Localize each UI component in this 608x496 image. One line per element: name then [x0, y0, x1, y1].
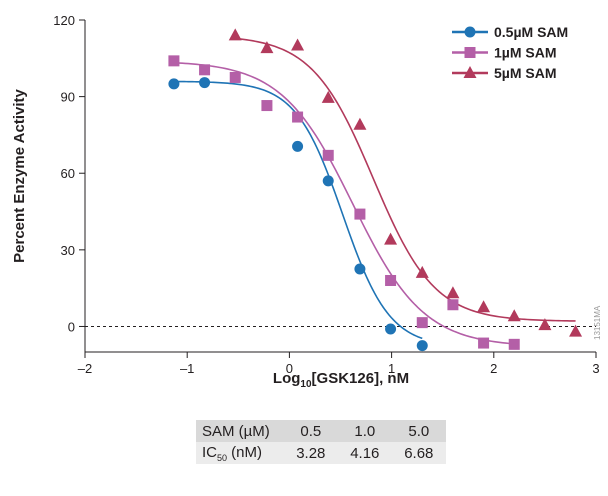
data-point	[353, 117, 367, 130]
y-tick-label: 60	[61, 166, 75, 181]
table-cell: 4.16	[337, 442, 392, 464]
side-code: 13151MA	[593, 305, 602, 340]
legend-label: 5µM SAM	[494, 65, 557, 81]
data-point	[228, 28, 242, 41]
data-point	[416, 340, 428, 352]
x-tick-label: –1	[180, 361, 194, 376]
x-tick-label: 3	[592, 361, 599, 376]
data-point	[477, 300, 491, 313]
legend-marker	[464, 26, 476, 38]
x-tick-label: –2	[78, 361, 92, 376]
data-point	[292, 111, 304, 123]
y-axis-label: Percent Enzyme Activity	[11, 89, 28, 263]
dose-response-chart: 0 30 60 90 120 –2 –1 0 1 2 3 Percent Enzyme Activi…	[11, 13, 602, 390]
y-tick-label: 0	[68, 319, 75, 334]
legend-label: 1µM SAM	[494, 45, 557, 61]
data-point	[354, 263, 366, 275]
data-point	[416, 317, 428, 329]
table-cell: 6.68	[391, 442, 446, 464]
data-point	[447, 299, 459, 311]
x-tick-label: 0	[286, 361, 293, 376]
data-point	[168, 78, 180, 90]
data-point	[538, 318, 552, 331]
x-tick-label: 1	[388, 361, 395, 376]
table-header-row: SAM (µM) 0.5 1.0 5.0	[196, 420, 446, 442]
table-header-label: SAM (µM)	[196, 420, 284, 442]
data-point	[292, 140, 304, 152]
y-tick-label: 90	[61, 90, 75, 105]
table-row: IC50 (nM) 3.28 4.16 6.68	[196, 442, 446, 464]
data-point	[199, 77, 211, 89]
legend-marker	[463, 66, 477, 78]
data-point	[260, 41, 274, 54]
table-header-value: 5.0	[391, 420, 446, 442]
data-point	[199, 64, 211, 76]
data-point	[354, 208, 366, 220]
data-point	[261, 100, 273, 112]
y-tick-label: 120	[53, 13, 75, 28]
data-point	[478, 337, 490, 349]
data-point	[569, 324, 583, 337]
data-point	[291, 38, 305, 51]
data-point	[321, 90, 335, 103]
legend: 0.5µM SAM 1µM SAM 5µM SAM	[452, 24, 568, 81]
legend-label: 0.5µM SAM	[494, 24, 568, 40]
data-point	[385, 274, 397, 286]
legend-marker	[464, 47, 476, 58]
ic50-table: SAM (µM) 0.5 1.0 5.0 IC50 (nM) 3.28 4.16…	[196, 420, 446, 464]
data-point	[415, 265, 429, 278]
table-row-label: IC50 (nM)	[196, 442, 284, 464]
table-header-value: 0.5	[283, 420, 338, 442]
table-header-value: 1.0	[337, 420, 392, 442]
data-point	[385, 323, 397, 335]
data-point	[168, 55, 180, 67]
data-point	[507, 309, 521, 322]
data-point	[322, 149, 334, 161]
fit-curve	[173, 61, 515, 345]
x-tick-label: 2	[490, 361, 497, 376]
x-axis-label: Log10[GSK126], nM	[273, 370, 409, 390]
data-point	[229, 71, 241, 83]
data-point	[322, 175, 334, 187]
data-point	[446, 286, 460, 299]
table-cell: 3.28	[283, 442, 338, 464]
data-point	[384, 232, 398, 245]
data-point	[508, 338, 520, 350]
y-tick-label: 30	[61, 243, 75, 258]
